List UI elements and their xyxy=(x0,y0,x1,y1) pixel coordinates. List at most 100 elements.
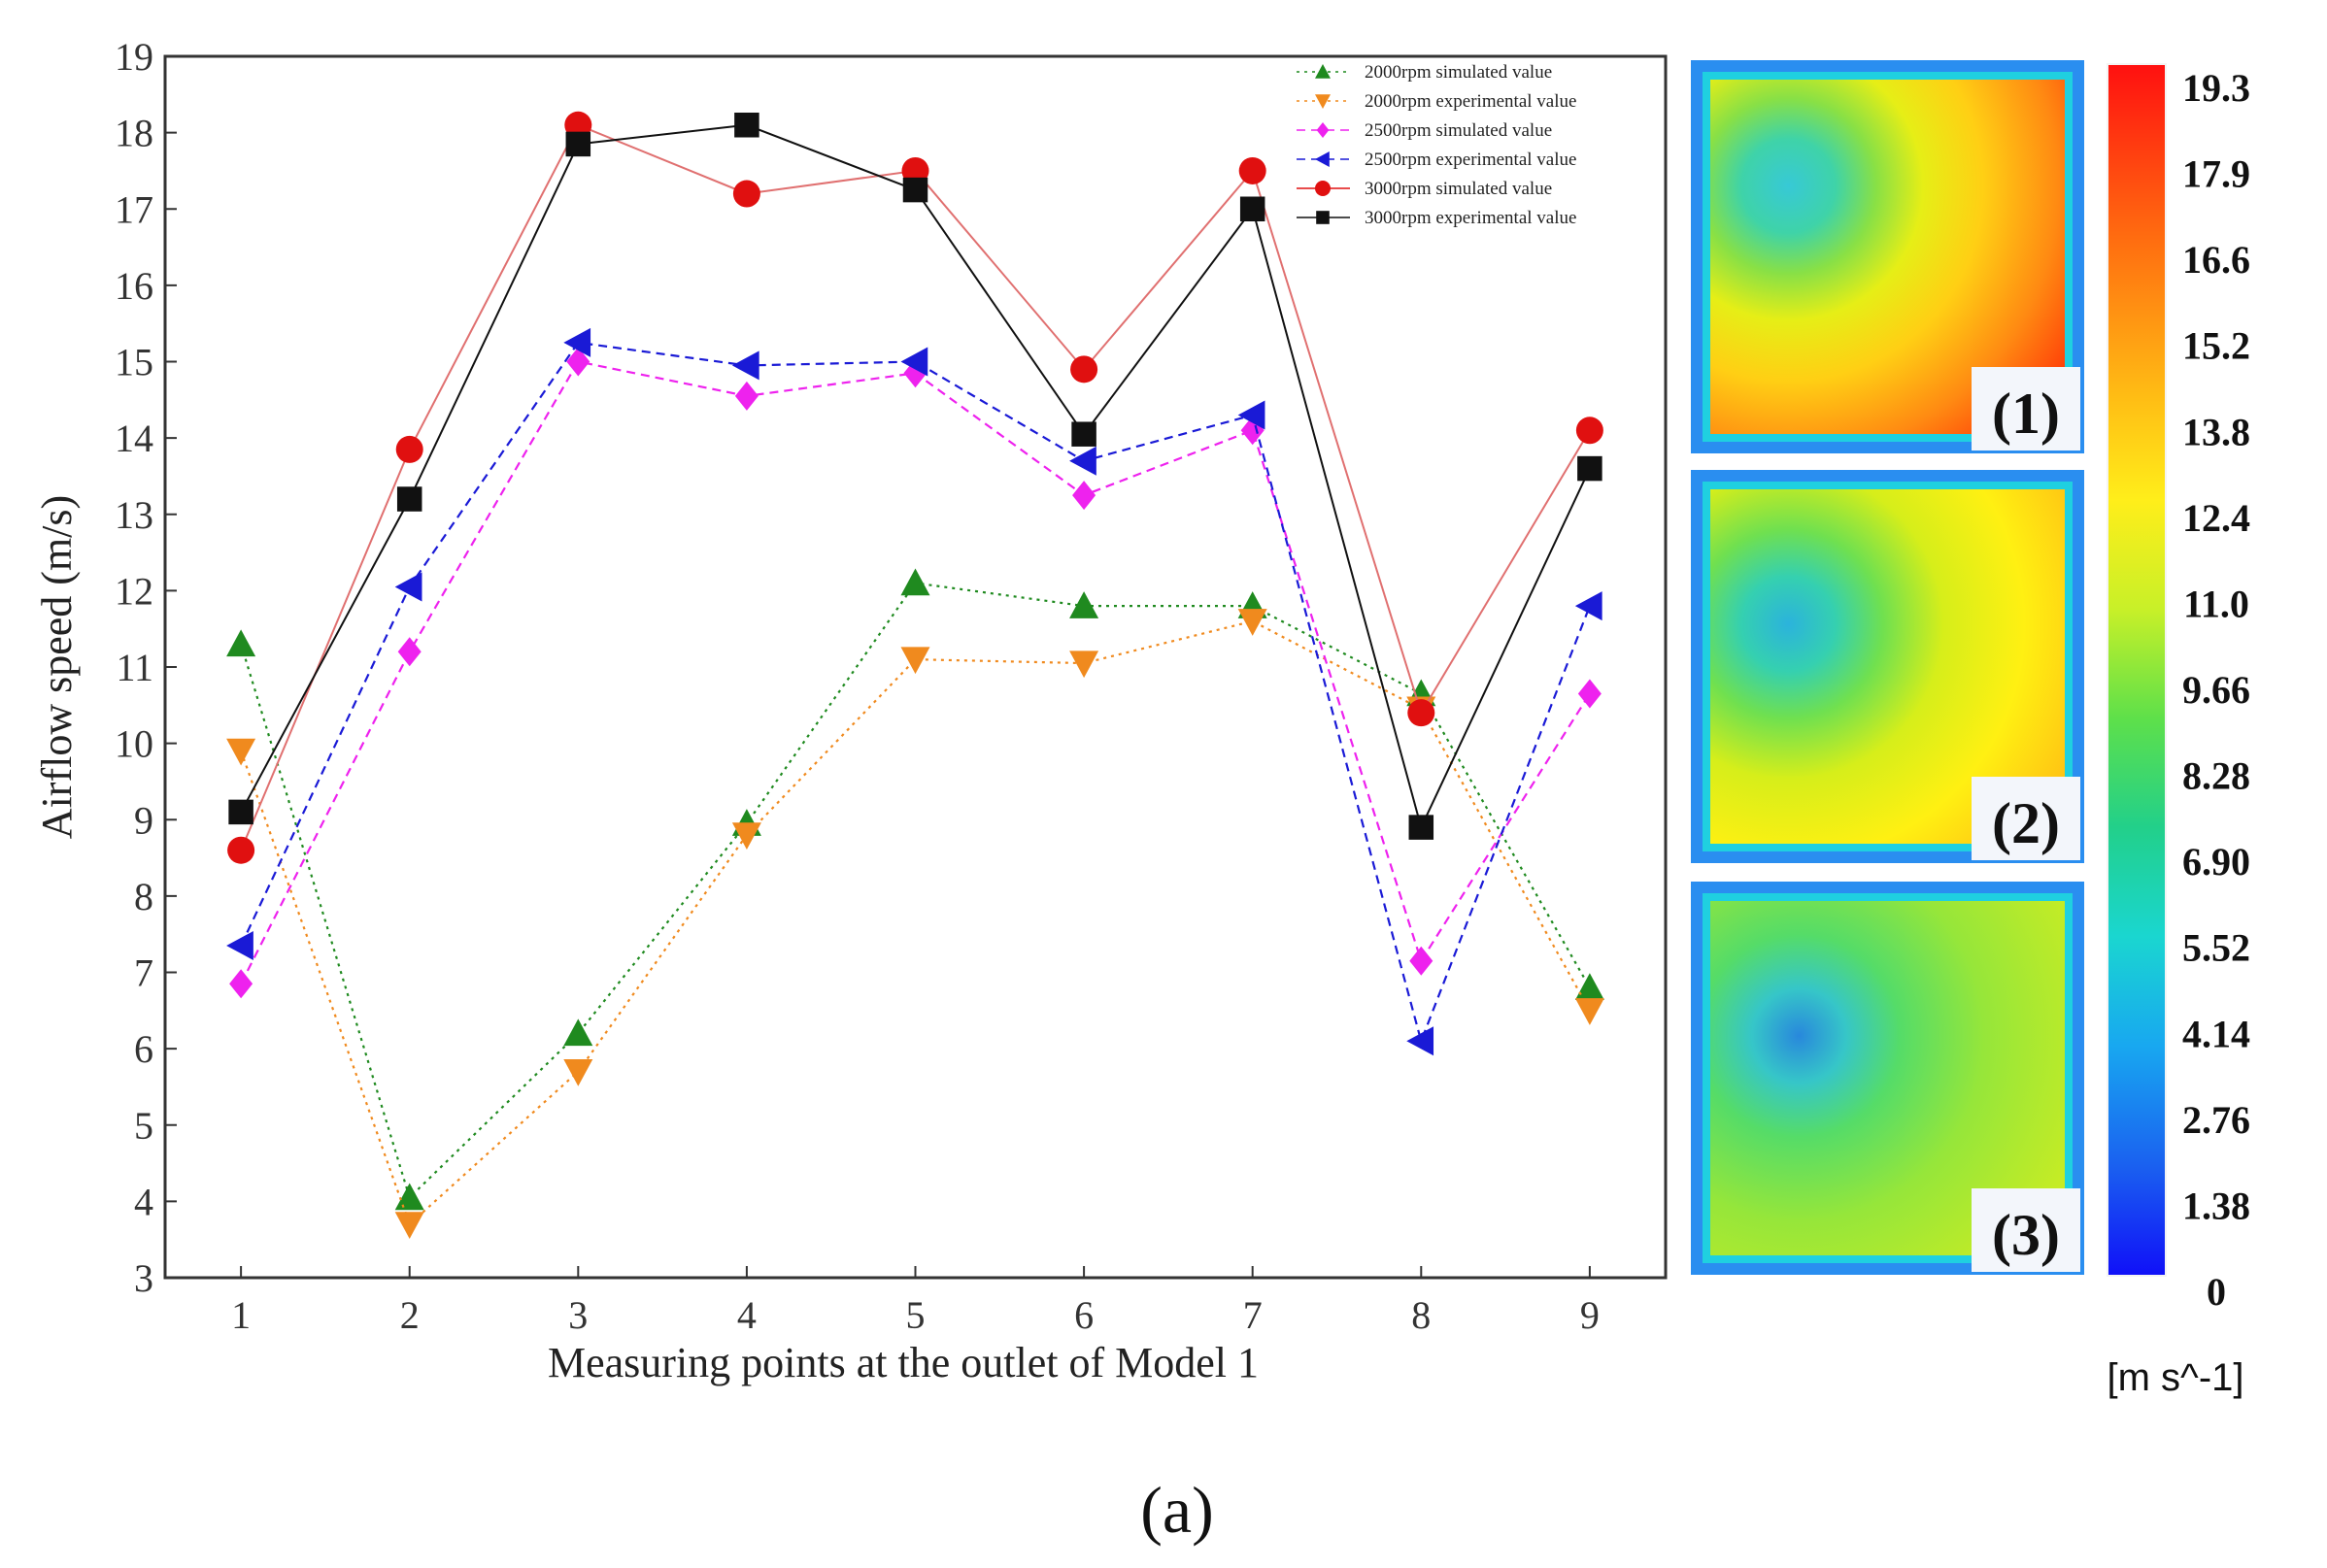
colorbar-tick-label: 0 xyxy=(2207,1270,2226,1314)
colorbar-tick-label: 9.66 xyxy=(2182,668,2250,712)
legend-item: 3000rpm simulated value xyxy=(1297,179,1552,199)
contour-panel-1: (1) xyxy=(1691,60,2084,453)
series-3 xyxy=(229,347,1602,999)
x-tick-label: 5 xyxy=(906,1293,926,1337)
legend: 2000rpm simulated value 2000rpm experimen… xyxy=(1297,62,1576,228)
series-6 xyxy=(228,113,1602,840)
data-point xyxy=(226,629,256,657)
series-line xyxy=(240,341,1591,1045)
series-4 xyxy=(226,327,1602,1056)
colorbar-tick-label: 8.28 xyxy=(2182,754,2250,798)
colorbar-labels: 19.3 17.9 16.6 15.2 13.8 12.4 11.0 9.66 8.28 6.90… xyxy=(2182,66,2250,1314)
data-point xyxy=(900,647,930,675)
legend-label: 3000rpm simulated value xyxy=(1365,179,1552,199)
colorbar-tick-label: 15.2 xyxy=(2182,324,2250,368)
data-point xyxy=(1071,421,1096,447)
figure-caption: (a) xyxy=(1140,1473,1213,1547)
data-point xyxy=(900,347,928,377)
colorbar-tick-label: 16.6 xyxy=(2182,238,2250,282)
data-point xyxy=(1070,355,1098,384)
legend-marker xyxy=(1315,64,1331,79)
y-tick-label: 14 xyxy=(115,417,153,460)
y-tick-label: 11 xyxy=(116,646,153,689)
y-tick-label: 12 xyxy=(115,569,153,613)
data-point xyxy=(565,131,591,157)
data-point xyxy=(1574,591,1602,621)
y-tick-label: 13 xyxy=(115,493,153,537)
data-point xyxy=(394,1183,424,1211)
data-point xyxy=(1408,815,1434,840)
data-point xyxy=(227,836,255,864)
x-axis: 1 2 3 4 5 6 7 8 9 xyxy=(231,1266,1600,1337)
data-point xyxy=(566,347,590,377)
legend-label: 2000rpm experimental value xyxy=(1365,91,1576,112)
data-point xyxy=(1239,196,1265,221)
data-point xyxy=(226,738,256,766)
x-axis-label: Measuring points at the outlet of Model … xyxy=(548,1339,1259,1386)
data-point xyxy=(394,572,422,602)
data-point xyxy=(1577,679,1602,709)
y-axis: 3 4 5 6 7 8 9 10 11 12 13 14 15 16 17 18 19 xyxy=(115,35,177,1300)
panel-label-2: (2) xyxy=(1992,791,2060,855)
legend-label: 2500rpm simulated value xyxy=(1365,120,1552,141)
data-point xyxy=(731,350,759,381)
legend-marker xyxy=(1316,122,1330,138)
legend-label: 3000rpm experimental value xyxy=(1365,208,1576,228)
colorbar-tick-label: 4.14 xyxy=(2182,1012,2250,1055)
y-tick-label: 8 xyxy=(134,875,153,918)
x-tick-label: 3 xyxy=(568,1293,588,1337)
legend-marker xyxy=(1315,94,1331,109)
legend-marker xyxy=(1315,181,1331,196)
data-point xyxy=(1409,946,1433,976)
x-tick-label: 4 xyxy=(737,1293,757,1337)
legend-item: 2500rpm experimental value xyxy=(1297,150,1576,170)
series-line xyxy=(240,619,1591,1226)
data-point xyxy=(734,113,759,138)
data-point xyxy=(731,822,761,850)
data-point xyxy=(1237,400,1265,430)
colorbar-tick-label: 19.3 xyxy=(2182,66,2250,110)
data-point xyxy=(397,637,422,667)
data-point xyxy=(226,930,253,960)
x-tick-label: 2 xyxy=(400,1293,420,1337)
data-point xyxy=(563,327,591,357)
y-tick-label: 9 xyxy=(134,798,153,842)
y-tick-label: 7 xyxy=(134,951,153,995)
colorbar-unit: [m s^-1] xyxy=(2108,1356,2244,1399)
data-point xyxy=(1407,699,1435,727)
data-point xyxy=(1574,998,1604,1025)
x-tick-label: 7 xyxy=(1243,1293,1263,1337)
y-tick-label: 3 xyxy=(134,1256,153,1300)
data-point xyxy=(1577,455,1602,482)
data-point xyxy=(229,969,253,999)
data-point xyxy=(1575,417,1603,445)
data-point xyxy=(1237,609,1267,636)
data-point xyxy=(1072,481,1096,511)
panel-label-3: (3) xyxy=(1992,1203,2060,1267)
data-point xyxy=(563,1018,593,1047)
colorbar-tick-label: 11.0 xyxy=(2183,582,2249,625)
x-tick-label: 6 xyxy=(1074,1293,1094,1337)
y-axis-label: Airflow speed (m/s) xyxy=(33,495,81,839)
y-tick-label: 6 xyxy=(134,1027,153,1071)
colorbar-tick-label: 2.76 xyxy=(2182,1098,2250,1142)
legend-item: 2000rpm simulated value xyxy=(1297,62,1552,83)
contour-panel-2: (2) xyxy=(1691,470,2084,863)
panel-label-1: (1) xyxy=(1992,382,2060,446)
y-tick-label: 19 xyxy=(115,35,153,79)
data-point xyxy=(1238,156,1266,184)
legend-item: 3000rpm experimental value xyxy=(1297,208,1576,228)
colorbar-tick-label: 1.38 xyxy=(2182,1184,2250,1227)
colorbar-tick-label: 5.52 xyxy=(2182,926,2250,970)
data-point xyxy=(563,1058,593,1086)
colorbar-tick-label: 17.9 xyxy=(2182,152,2250,196)
legend-label: 2500rpm experimental value xyxy=(1365,150,1576,170)
data-point xyxy=(1069,651,1099,679)
colorbar-tick-label: 6.90 xyxy=(2182,840,2250,884)
data-point xyxy=(228,799,253,825)
y-tick-label: 5 xyxy=(134,1104,153,1148)
y-tick-label: 16 xyxy=(115,264,153,308)
data-point xyxy=(394,1212,424,1239)
plot-series xyxy=(226,111,1604,1239)
